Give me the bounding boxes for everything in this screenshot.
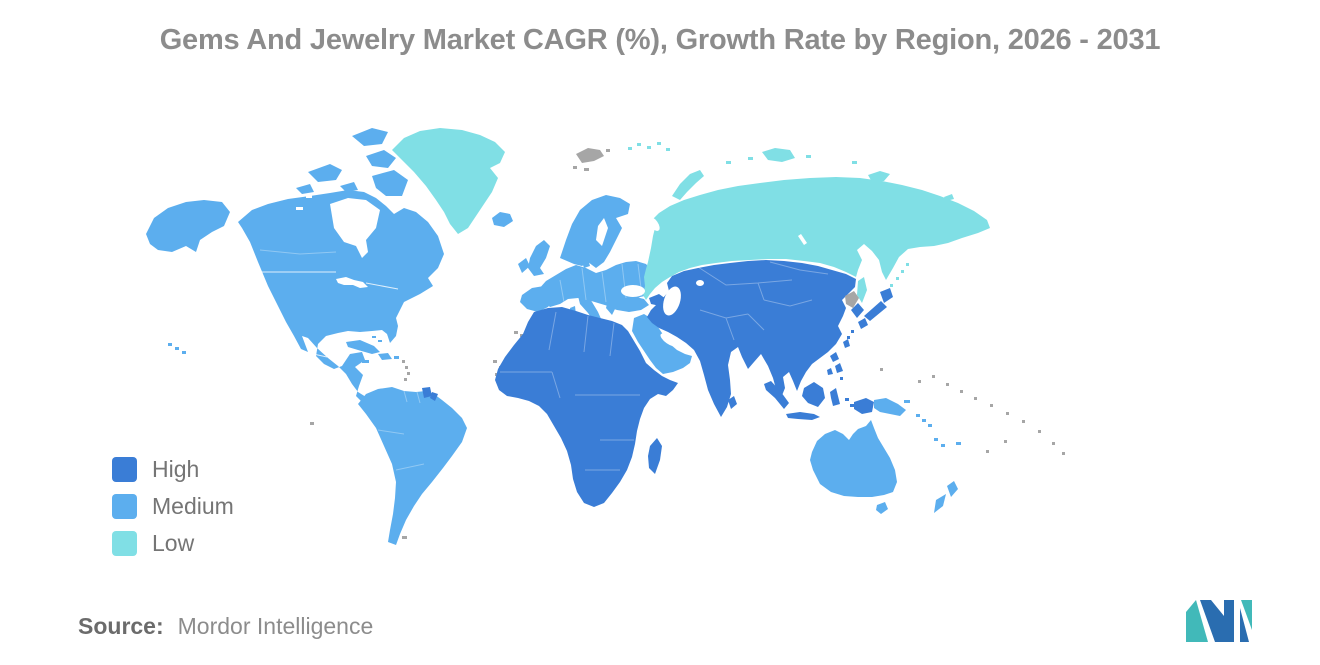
map-region-scandinavia [560,195,630,268]
map-region-north-korea [845,291,859,308]
map-region-africa [495,307,678,507]
legend-label-high: High [152,456,200,482]
aral-sea [696,280,704,286]
persian-gulf [660,333,678,347]
logo-i-bottom [1240,608,1249,642]
map-region-indonesia [764,381,874,420]
map-borders [248,249,829,471]
map-region-svalbard [573,148,610,171]
source-line: Source: Mordor Intelligence [78,613,373,640]
source-label: Source: [78,613,164,639]
map-region-alaska [146,200,230,252]
gulf-of-bothnia [596,218,608,246]
map-region-madagascar [648,438,662,474]
map-region-south-america [358,387,467,545]
mordor-intelligence-logo [1186,600,1252,642]
map-region-melanesia [916,414,961,447]
legend-item-high: High [112,457,234,482]
nw-canada-lakes [296,195,312,210]
map-region-philippines [827,352,843,380]
legend-item-low: Low [112,531,234,556]
source-value: Mordor Intelligence [177,613,374,639]
map-region-iberia [520,286,556,312]
white-sea [648,217,660,231]
map-water-bodies [296,195,807,347]
map-region-south-korea [851,303,864,318]
logo-m-left-stroke [1186,600,1208,642]
legend-label-medium: Medium [152,493,234,519]
caspian-sea [663,286,681,316]
legend-swatch-low [112,531,137,556]
map-region-papua-new-guinea [874,398,910,416]
lake-baikal [798,234,807,245]
map-region-uk-ireland [518,240,590,276]
legend-label-low: Low [152,530,195,556]
legend: High Medium Low [112,457,234,556]
great-lakes [336,277,368,288]
map-region-caribbean [346,336,399,363]
legend-item-medium: Medium [112,494,234,519]
legend-swatch-medium [112,494,137,519]
map-region-sri-lanka [728,396,737,409]
borders-canada [259,249,337,255]
hudson-bay [330,198,380,258]
map-region-iceland [492,212,513,227]
map-region-australia [810,420,897,514]
map-region-pacific-gray [880,368,1065,455]
legend-swatch-high [112,457,137,482]
map-region-hawaii [168,343,186,354]
map-region-middle-east [632,314,692,374]
borders-africa [500,311,640,471]
map-region-taiwan [843,339,850,348]
border-us-canada [248,271,399,290]
chart-title: Gems And Jewelry Market CAGR (%), Growth… [159,24,1161,56]
borders-south-america [377,390,425,471]
black-sea [621,285,645,297]
map-region-greenland [392,128,505,234]
border-us-mexico [282,346,328,358]
map-region-lesser-antilles [402,360,410,381]
map-region-europe-mainland [538,261,654,307]
map-region-north-america-mainland [238,190,444,403]
map-region-japan [847,288,893,339]
borders-asia [697,261,829,341]
map-regions [146,128,1065,545]
logo-i-top [1241,600,1252,630]
borders-europe [559,263,643,303]
map-region-new-zealand [934,481,958,513]
map-region-turkey [608,296,649,324]
logo-m-diagonal [1200,600,1234,642]
map-region-asia [647,260,856,417]
map-region-canadian-arctic [296,128,408,196]
map-region-guiana-trinidad [422,387,438,401]
map-region-russia [643,177,990,300]
